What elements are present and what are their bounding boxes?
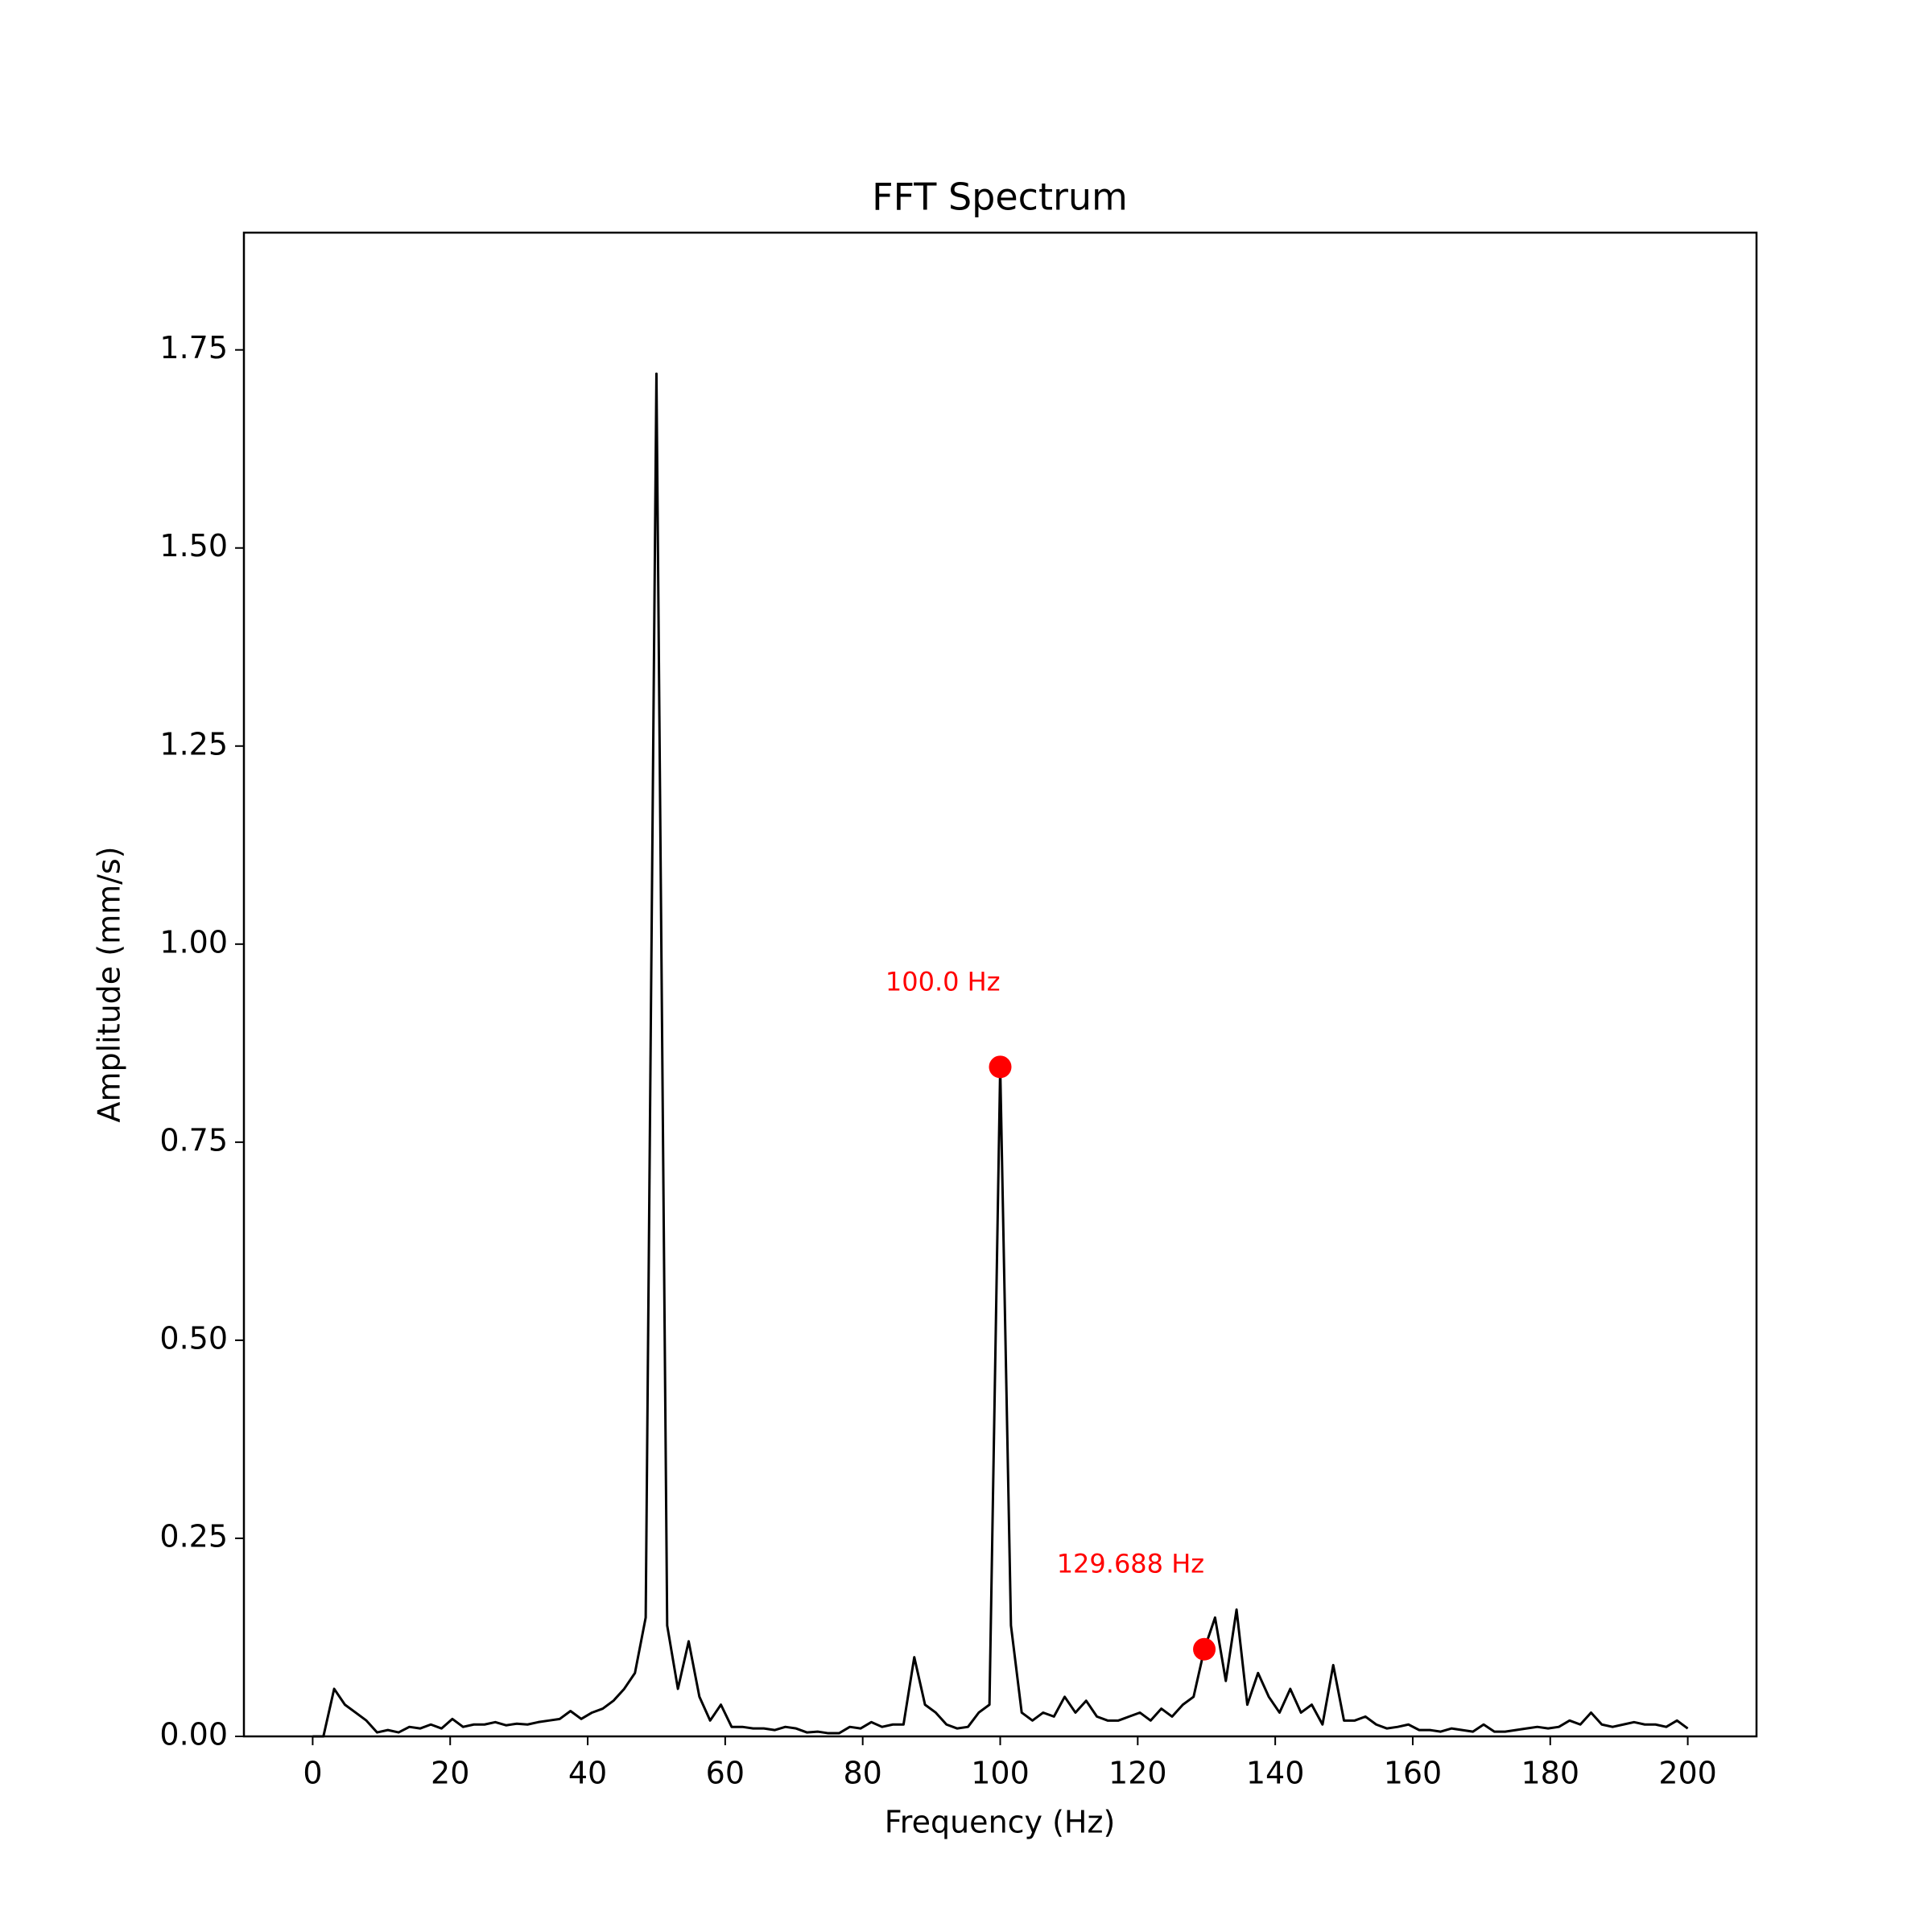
y-tick-label: 1.25 <box>159 726 228 762</box>
y-tick-label: 0.50 <box>159 1320 228 1356</box>
x-axis-label: Frequency (Hz) <box>885 1805 1116 1840</box>
x-tick-label: 160 <box>1384 1756 1443 1791</box>
x-tick-label: 40 <box>568 1756 607 1791</box>
spectrum-line <box>312 372 1689 1738</box>
x-tick-label: 140 <box>1246 1756 1305 1791</box>
y-axis-label: Amplitude (mm/s) <box>92 846 127 1122</box>
peak-label: 100.0 Hz <box>886 966 1001 997</box>
x-tick-label: 200 <box>1658 1756 1717 1791</box>
x-tick-label: 120 <box>1108 1756 1167 1791</box>
x-tick-label: 60 <box>706 1756 745 1791</box>
peak-marker <box>1193 1637 1216 1661</box>
x-tick-label: 180 <box>1521 1756 1580 1791</box>
x-tick-label: 20 <box>431 1756 469 1791</box>
x-tick-label: 0 <box>303 1756 322 1791</box>
y-tick-label: 0.00 <box>159 1717 228 1752</box>
x-tick-label: 80 <box>844 1756 882 1791</box>
y-tick-label: 0.75 <box>159 1122 228 1158</box>
peak-label: 129.688 Hz <box>1057 1549 1204 1579</box>
plot-frame <box>242 231 1758 1738</box>
y-tick-label: 1.75 <box>159 330 228 365</box>
y-tick-label: 0.25 <box>159 1518 228 1554</box>
x-tick-label: 100 <box>971 1756 1030 1791</box>
y-tick-label: 1.00 <box>159 924 228 960</box>
peak-marker <box>989 1055 1012 1079</box>
chart-title: FFT Spectrum <box>872 175 1128 219</box>
y-tick-label: 1.50 <box>159 528 228 564</box>
